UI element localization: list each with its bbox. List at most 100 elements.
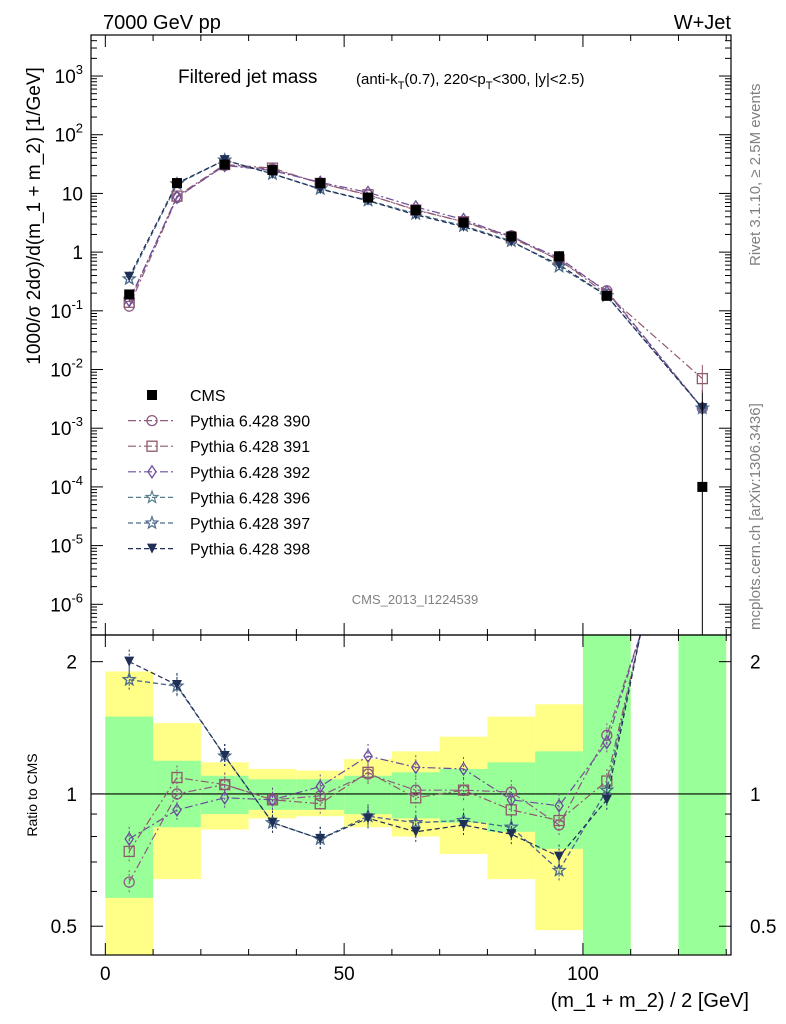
main-series bbox=[121, 152, 710, 635]
rtick-label-right-2: 2 bbox=[750, 653, 761, 674]
cms-point-5 bbox=[363, 192, 374, 203]
band-green-11 bbox=[678, 635, 727, 955]
analysis-id: CMS_2013_I1224539 bbox=[352, 592, 479, 607]
ratio-point-1-2 bbox=[219, 778, 231, 791]
ratio-point-1-5 bbox=[362, 766, 374, 778]
ytick-label-1: 1 bbox=[72, 243, 83, 264]
ytick-label-10^-2: 10-2 bbox=[50, 356, 83, 382]
chart-title: Filtered jet mass bbox=[178, 67, 317, 88]
ratio-point-5-10 bbox=[601, 794, 612, 805]
ratio-point-5-8 bbox=[506, 829, 517, 840]
ytick-label-10^3: 103 bbox=[55, 62, 83, 88]
rtick-label-left-2: 2 bbox=[66, 653, 77, 674]
legend-marker-0 bbox=[147, 390, 157, 400]
ratio-point-2-3 bbox=[267, 792, 278, 807]
ratio-line-1 bbox=[128, 635, 641, 852]
ratio-point-1-4 bbox=[314, 798, 326, 810]
cms-point-0 bbox=[124, 289, 135, 300]
legend-label-2: Pythia 6.428 391 bbox=[190, 439, 310, 456]
ratio-point-2-5 bbox=[363, 748, 373, 764]
xtick-label-0: 0 bbox=[100, 964, 111, 985]
ratio-point-2-0 bbox=[124, 831, 134, 847]
x-axis-label: (m_1 + m_2) / 2 [GeV] bbox=[551, 990, 749, 1012]
ratio-frame bbox=[90, 634, 732, 956]
ratio-point-2-10 bbox=[602, 735, 612, 750]
main-line-3 bbox=[128, 159, 703, 409]
axes: 0 50 100 10-6 10-5 10-4 10-3 10-2 10-1 1 10 102 103 0… bbox=[50, 34, 776, 985]
chart-subtitle: (anti-kT(0.7), 220<pT<300, |y|<2.5) bbox=[356, 71, 585, 92]
cms-point-6 bbox=[410, 205, 421, 216]
cms-point-1 bbox=[171, 178, 182, 189]
ytick-label-10^-6: 10-6 bbox=[50, 590, 83, 616]
ytick-label-10: 10 bbox=[62, 184, 83, 205]
ratio-point-5-4 bbox=[315, 833, 326, 844]
xtick-label-100: 100 bbox=[567, 964, 599, 985]
mcplots-label: mcplots.cern.ch [arXiv:1306.3436] bbox=[747, 403, 764, 630]
cms-point-8 bbox=[506, 231, 517, 242]
legend-label-6: Pythia 6.428 398 bbox=[190, 542, 310, 559]
legend-label-5: Pythia 6.428 397 bbox=[190, 516, 310, 533]
main-series-group bbox=[121, 152, 710, 635]
ratio-point-5-2 bbox=[219, 750, 230, 761]
ytick-label-10^2: 102 bbox=[55, 121, 83, 147]
ratio-series bbox=[121, 635, 641, 895]
legend-marker-1 bbox=[146, 414, 158, 427]
ratio-point-1-1 bbox=[171, 771, 183, 784]
legend-label-1: Pythia 6.428 390 bbox=[190, 414, 310, 431]
ratio-series-group bbox=[121, 635, 641, 895]
legend-label-3: Pythia 6.428 392 bbox=[190, 465, 310, 482]
legend: CMS Pythia 6.428 390 Pythia 6.428 391 Pythi… bbox=[128, 388, 310, 559]
ratio-point-2-6 bbox=[410, 760, 421, 775]
cms-point-10 bbox=[601, 290, 612, 301]
main-frame bbox=[90, 34, 732, 636]
legend-label-0: CMS bbox=[190, 388, 226, 405]
ytick-label-10^-3: 10-3 bbox=[50, 414, 83, 440]
main-point-5-9 bbox=[554, 259, 565, 270]
xtick-label-50: 50 bbox=[334, 964, 355, 985]
ratio-point-5-0 bbox=[124, 656, 135, 667]
ratio-point-5-9 bbox=[554, 851, 565, 862]
ratio-line-0 bbox=[128, 635, 641, 883]
legend-label-4: Pythia 6.428 396 bbox=[190, 490, 310, 507]
cms-point-9 bbox=[554, 251, 565, 262]
legend-marker-4 bbox=[144, 489, 160, 504]
cms-point-7 bbox=[458, 217, 469, 228]
main-line-4 bbox=[128, 159, 703, 409]
header-right: W+Jet bbox=[674, 12, 732, 34]
ratio-point-2-1 bbox=[172, 802, 182, 818]
cms-point-2 bbox=[219, 159, 230, 170]
ytick-label-10^-4: 10-4 bbox=[50, 473, 83, 499]
legend-marker-2 bbox=[146, 440, 158, 452]
ratio-point-5-1 bbox=[171, 679, 182, 690]
ratio-point-2-8 bbox=[506, 792, 517, 807]
main-line-5 bbox=[128, 159, 703, 409]
rtick-label-right-1: 1 bbox=[750, 785, 761, 806]
legend-marker-6 bbox=[147, 543, 157, 554]
rivet-label: Rivet 3.1.10, ≥ 2.5M events bbox=[747, 84, 764, 267]
ratio-point-5-3 bbox=[267, 817, 278, 828]
ratio-point-2-4 bbox=[315, 779, 326, 794]
header-left: 7000 GeV pp bbox=[103, 12, 221, 34]
main-line-2 bbox=[128, 164, 703, 409]
band-green-0 bbox=[105, 716, 154, 898]
ratio-point-1-0 bbox=[123, 845, 135, 858]
ratio-point-2-2 bbox=[219, 790, 230, 805]
main-ylabel: 1000/σ 2dσ)/d(m_1 + m_2) [1/GeV] bbox=[24, 67, 45, 365]
cms-point-11 bbox=[697, 481, 708, 492]
rtick-label-right-0.5: 0.5 bbox=[750, 917, 776, 938]
main-point-2-1 bbox=[172, 190, 182, 205]
ratio-line-5 bbox=[128, 635, 641, 858]
ratio-point-5-6 bbox=[410, 826, 421, 837]
ratio-point-2-9 bbox=[554, 798, 564, 813]
main-line-1 bbox=[128, 163, 703, 380]
rtick-label-left-1: 1 bbox=[66, 785, 77, 806]
ratio-point-0-0 bbox=[123, 876, 135, 888]
ratio-point-4-9 bbox=[551, 862, 567, 877]
ratio-point-1-10 bbox=[601, 775, 613, 787]
ratio-point-4-0 bbox=[121, 671, 137, 687]
ratio-point-1-6 bbox=[410, 792, 422, 804]
ratio-point-5-5 bbox=[363, 813, 374, 824]
cms-point-3 bbox=[267, 165, 278, 176]
rtick-label-left-0.5: 0.5 bbox=[51, 917, 77, 938]
